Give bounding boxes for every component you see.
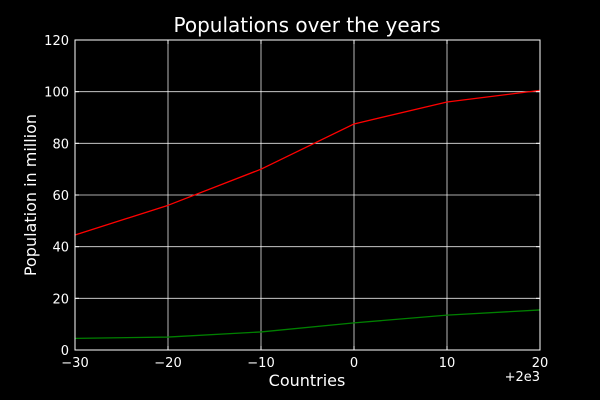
x-tick-label: 0 — [350, 356, 358, 371]
x-axis-label: Countries — [269, 371, 346, 390]
y-tick-label: 120 — [44, 34, 69, 49]
series-line-1 — [74, 89, 541, 236]
y-tick-label: 20 — [52, 292, 69, 307]
tick-layer: −30 −20 −10 0 10 20 0 20 40 60 80 100 120 — [44, 34, 548, 371]
y-tick-label: 80 — [52, 137, 69, 152]
chart-title: Populations over the years — [173, 13, 440, 37]
series-line-2 — [74, 309, 541, 340]
x-tick-label: 20 — [532, 356, 549, 371]
series-layer — [74, 89, 541, 340]
x-axis-offset-label: +2e3 — [505, 370, 540, 385]
y-tick-label: 40 — [52, 241, 69, 256]
y-tick-label: 0 — [61, 344, 69, 359]
y-tick-label: 60 — [52, 189, 69, 204]
y-tick-label: 100 — [44, 86, 69, 101]
x-tick-label: −20 — [154, 356, 181, 371]
x-tick-label: −30 — [61, 356, 88, 371]
grid-layer — [74, 39, 541, 351]
x-tick-label: 10 — [439, 356, 456, 371]
x-tick-label: −10 — [247, 356, 274, 371]
y-axis-label: Population in million — [21, 114, 40, 276]
